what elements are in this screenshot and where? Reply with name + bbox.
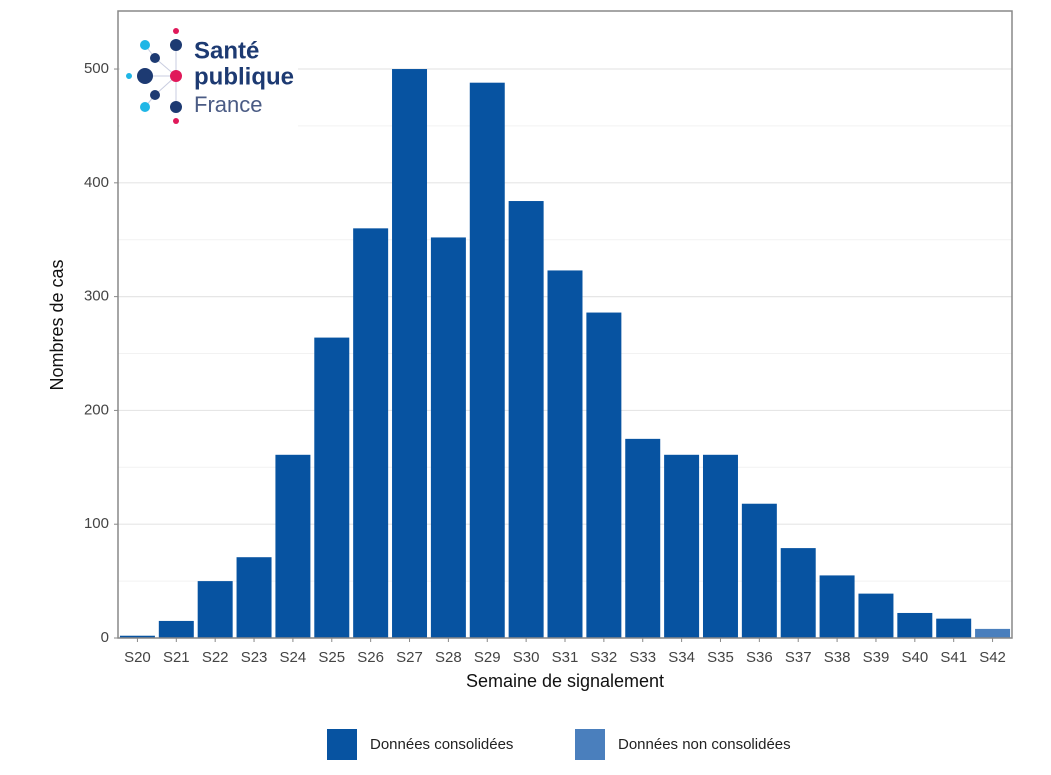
y-tick-label: 0 — [101, 629, 109, 646]
x-tick-label: S20 — [124, 649, 151, 666]
x-tick-label: S28 — [435, 649, 462, 666]
y-axis-title: Nombres de cas — [47, 259, 67, 390]
legend-label: Données non consolidées — [618, 736, 791, 753]
x-tick-label: S42 — [979, 649, 1006, 666]
bar — [936, 618, 972, 638]
x-tick-label: S22 — [202, 649, 229, 666]
legend-swatch — [327, 729, 357, 760]
plot-area — [118, 68, 1012, 639]
bar — [780, 548, 816, 638]
bar — [547, 270, 583, 638]
logo-text: publique — [194, 63, 294, 90]
bar — [897, 612, 933, 638]
x-tick-label: S26 — [357, 649, 384, 666]
x-tick-label: S30 — [513, 649, 540, 666]
bar — [197, 581, 233, 638]
x-axis-title: Semaine de signalement — [466, 671, 664, 691]
logo-text: France — [194, 92, 262, 117]
logo-text: Santé — [194, 37, 259, 64]
bar — [158, 620, 194, 638]
y-tick-label: 300 — [84, 288, 109, 305]
x-tick-label: S37 — [785, 649, 812, 666]
bar — [275, 454, 311, 638]
bar — [858, 593, 894, 638]
x-tick-label: S23 — [241, 649, 268, 666]
bar — [975, 628, 1011, 638]
x-tick-label: S27 — [396, 649, 423, 666]
y-tick-label: 500 — [84, 60, 109, 77]
bar — [469, 82, 505, 639]
bar — [586, 312, 622, 638]
bar — [741, 503, 777, 638]
x-tick-label: S32 — [591, 649, 618, 666]
x-tick-label: S35 — [707, 649, 734, 666]
bar — [819, 575, 855, 638]
bar — [392, 69, 428, 638]
bar — [702, 454, 738, 638]
bar — [236, 557, 272, 638]
bar — [314, 337, 350, 638]
x-tick-label: S31 — [552, 649, 579, 666]
legend-label: Données consolidées — [370, 736, 513, 753]
bar — [119, 635, 155, 638]
y-tick-label: 200 — [84, 401, 109, 418]
x-tick-label: S33 — [629, 649, 656, 666]
x-tick-label: S40 — [901, 649, 928, 666]
bar — [430, 237, 466, 638]
y-tick-label: 100 — [84, 515, 109, 532]
x-tick-label: S38 — [824, 649, 851, 666]
bar — [664, 454, 700, 638]
x-tick-label: S34 — [668, 649, 695, 666]
bar — [353, 228, 389, 638]
x-tick-label: S39 — [863, 649, 890, 666]
x-tick-label: S29 — [474, 649, 501, 666]
bar — [625, 438, 661, 638]
x-tick-label: S41 — [940, 649, 967, 666]
y-tick-label: 400 — [84, 174, 109, 191]
logo: Santé publique France — [120, 13, 298, 127]
x-tick-label: S36 — [746, 649, 773, 666]
x-tick-label: S21 — [163, 649, 190, 666]
x-tick-label: S25 — [318, 649, 345, 666]
x-tick-label: S24 — [280, 649, 307, 666]
legend-swatch — [575, 729, 605, 760]
bar — [508, 201, 544, 638]
